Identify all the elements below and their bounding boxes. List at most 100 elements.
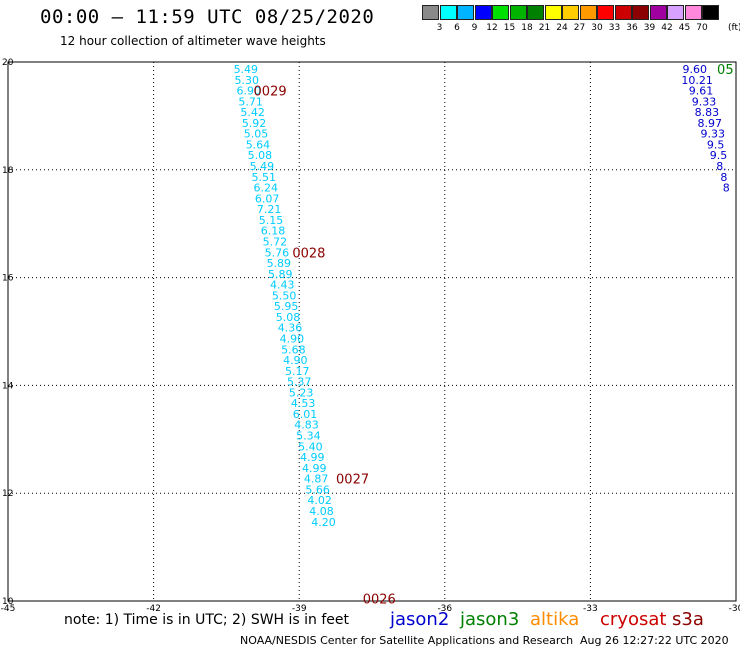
colorbar-label: 6 [454, 23, 460, 33]
wave-height-label: 5.37 [287, 376, 312, 389]
wave-height-label: 4.02 [307, 494, 332, 507]
wave-height-label-right-track: 9.60 [682, 63, 707, 76]
colorbar-label: 15 [503, 23, 516, 33]
pass-time-label: 0026 [363, 592, 396, 607]
wave-height-label: 5.08 [248, 149, 273, 162]
wave-height-label-right-track: 8. [716, 160, 727, 173]
colorbar-label: 33 [608, 23, 621, 33]
wave-height-label: 4.36 [278, 322, 303, 335]
colorbar-label: 45 [678, 23, 691, 33]
wave-height-label: 5.15 [259, 214, 284, 227]
colorbar-swatch [439, 5, 457, 20]
wave-height-label: 5.72 [263, 235, 288, 248]
wave-height-label: 5.30 [235, 74, 260, 87]
wave-height-label: 5.66 [305, 483, 330, 496]
wave-height-label-right-track: 9.33 [692, 95, 717, 108]
x-tick-label: -42 [146, 604, 161, 614]
colorbar-swatch [422, 5, 439, 20]
wave-height-label: 4.83 [294, 419, 319, 432]
colorbar-label: 18 [521, 23, 533, 33]
wave-height-label: 4.08 [309, 505, 334, 518]
plot-frame [7, 61, 737, 602]
wave-height-label-right-track: 9.5 [707, 138, 725, 151]
wave-height-label-right-track: 8.83 [695, 106, 720, 119]
legend-s3a: s3a [672, 609, 704, 630]
y-tick-label: 10 [2, 597, 14, 607]
footer-organization: NOAA/NESDIS Center for Satellite Applica… [240, 634, 574, 647]
wave-height-label: 5.51 [252, 171, 277, 184]
colorbar-label: 36 [626, 23, 638, 33]
wave-height-label: 4.53 [291, 397, 316, 410]
wave-height-label-right-track: 8 [720, 171, 727, 184]
colorbar-swatch [474, 5, 492, 20]
colorbar-label: 39 [643, 23, 656, 33]
wave-height-label: 4.43 [270, 279, 295, 292]
colorbar-swatch [667, 5, 684, 20]
colorbar-unit: (ft) [728, 23, 740, 33]
y-tick-label: 18 [2, 166, 14, 176]
colorbar-label: 70 [696, 23, 708, 33]
colorbar-swatch [684, 5, 702, 20]
wave-height-label-right-track: 9.33 [700, 128, 725, 141]
wave-height-label: 5.17 [285, 365, 310, 378]
wave-height-label-right-track: 9.61 [689, 85, 714, 98]
wave-height-label: 6.24 [253, 182, 278, 195]
colorbar-swatch [632, 5, 649, 20]
y-tick-label: 20 [2, 58, 14, 68]
wave-height-label: 5.92 [242, 117, 267, 130]
colorbar-swatch [702, 5, 719, 20]
wave-height-label: 6.18 [261, 225, 286, 238]
wave-height-label: 5.49 [250, 160, 275, 173]
x-tick-label: -45 [1, 604, 16, 614]
wave-height-label: 5.89 [267, 257, 292, 270]
y-tick-label: 16 [2, 274, 14, 284]
colorbar-swatch [492, 5, 509, 20]
wave-height-label: 4.99 [302, 462, 327, 475]
wave-height-label: 5.89 [268, 268, 293, 281]
wave-height-label: 5.76 [265, 246, 290, 259]
wave-height-label-right-track: 10.21 [681, 74, 713, 87]
wave-height-label: 5.68 [281, 343, 306, 356]
wave-height-label: 5.64 [246, 138, 271, 151]
footer-timestamp: Aug 26 12:27:22 UTC 2020 [580, 634, 729, 647]
wave-height-label: 5.71 [238, 95, 263, 108]
colorbar-label: 27 [573, 23, 586, 33]
colorbar-swatch [614, 5, 632, 20]
wave-height-label: 5.50 [272, 289, 297, 302]
chart-title: 00:00 – 11:59 UTC 08/25/2020 [40, 6, 375, 28]
wave-height-label: 5.08 [276, 311, 301, 324]
wave-height-label: 4.90 [283, 354, 308, 367]
colorbar-swatch [579, 5, 597, 20]
wave-height-label: 5.95 [274, 300, 299, 313]
legend-cryosat: cryosat [600, 609, 667, 630]
colorbar-swatch [649, 5, 667, 20]
y-tick-label: 12 [2, 489, 13, 499]
wave-height-label: 5.34 [296, 430, 321, 443]
wave-height-label: 5.42 [240, 106, 265, 119]
wave-height-label: 4.20 [311, 516, 336, 529]
colorbar-label: 24 [556, 23, 568, 33]
wave-height-label: 6.01 [293, 408, 318, 421]
wave-height-label-right-track: 8.97 [698, 117, 723, 130]
colorbar-label: 30 [591, 23, 603, 33]
wave-height-label: 5.49 [234, 63, 259, 76]
colorbar-swatch [597, 5, 614, 20]
x-tick-label: -33 [583, 604, 598, 614]
colorbar-label: 3 [436, 23, 443, 33]
colorbar-label: 9 [471, 23, 478, 33]
wave-height-label: 5.40 [298, 440, 323, 453]
x-tick-label: -30 [729, 604, 740, 614]
pass-time-label: 0027 [336, 473, 369, 488]
wave-height-label: 5.23 [289, 386, 314, 399]
y-tick-label: 14 [2, 381, 14, 391]
wave-height-label: 5.05 [244, 128, 269, 141]
pass-time-label: 05 [717, 63, 734, 78]
colorbar-swatch [544, 5, 562, 20]
wave-height-label: 7.21 [257, 203, 282, 216]
legend-jason2: jason2 [390, 609, 450, 630]
wave-height-label: 6.07 [255, 192, 280, 205]
wave-height-label: 4.87 [304, 473, 329, 486]
x-tick-label: -36 [437, 604, 452, 614]
note-text: note: 1) Time is in UTC; 2) SWH is in fe… [64, 612, 350, 628]
